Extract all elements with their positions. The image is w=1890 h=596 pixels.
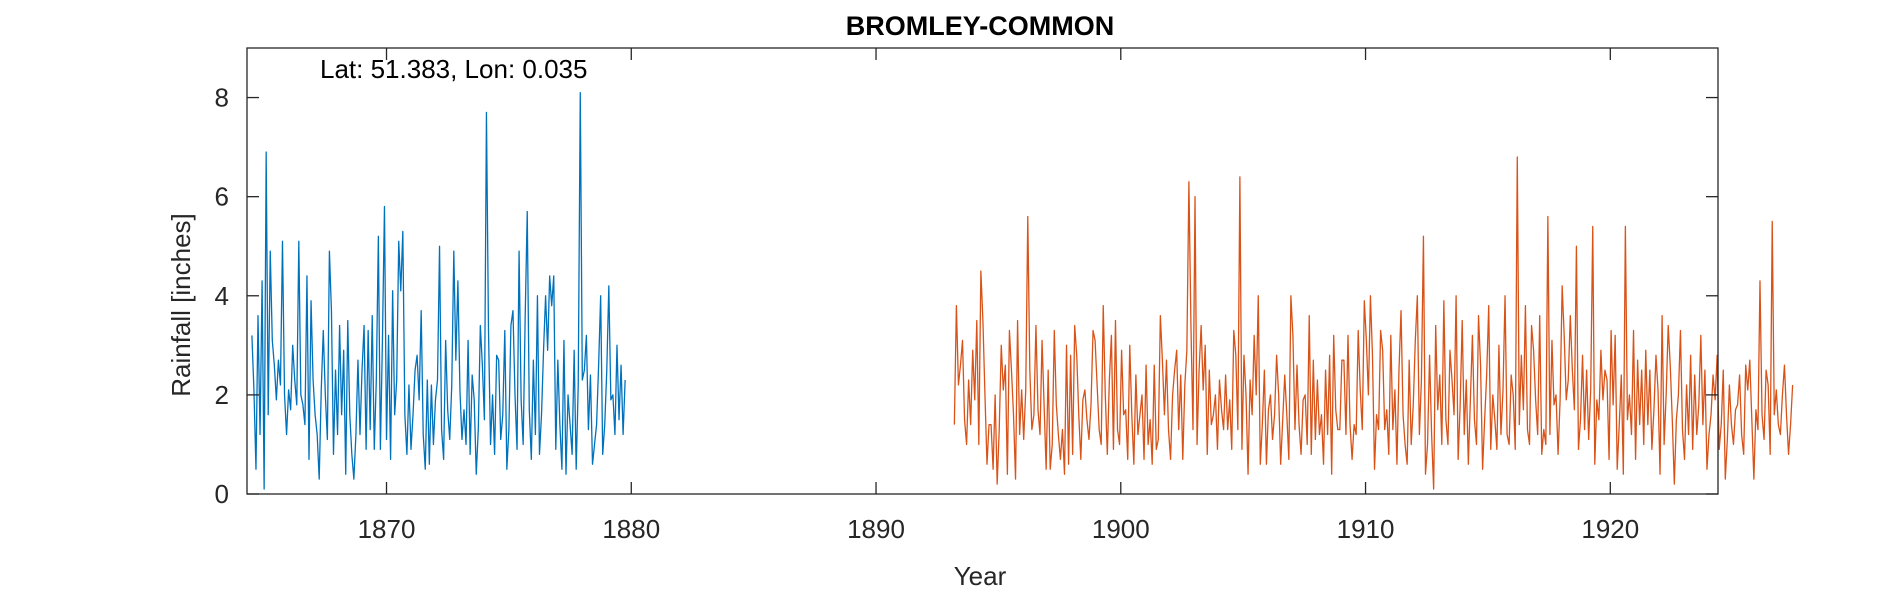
x-tick-label: 1910 — [1337, 514, 1395, 544]
series-layer — [251, 91, 1794, 490]
x-tick-label: 1880 — [602, 514, 660, 544]
y-tick-label: 4 — [215, 281, 229, 311]
station-coordinates-annotation: Lat: 51.383, Lon: 0.035 — [320, 54, 587, 84]
x-tick-label: 1900 — [1092, 514, 1150, 544]
x-tick-label: 1870 — [358, 514, 416, 544]
y-tick-label: 2 — [215, 380, 229, 410]
x-tick-label: 1920 — [1581, 514, 1639, 544]
y-axis-label: Rainfall [inches] — [166, 213, 196, 397]
series-line-2 — [953, 156, 1794, 490]
x-tick-label: 1890 — [847, 514, 905, 544]
y-tick-label: 6 — [215, 182, 229, 212]
x-axis-label: Year — [954, 561, 1007, 591]
y-tick-label: 0 — [215, 479, 229, 509]
chart-title: BROMLEY-COMMON — [846, 11, 1114, 41]
y-tick-label: 8 — [215, 83, 229, 113]
series-line-1 — [251, 91, 626, 490]
labels-layer: 1870 1880 1890 1900 1910 1920 0 2 4 6 8 — [215, 83, 1640, 544]
ticks-layer — [247, 48, 1718, 495]
axes-box — [246, 47, 1719, 495]
